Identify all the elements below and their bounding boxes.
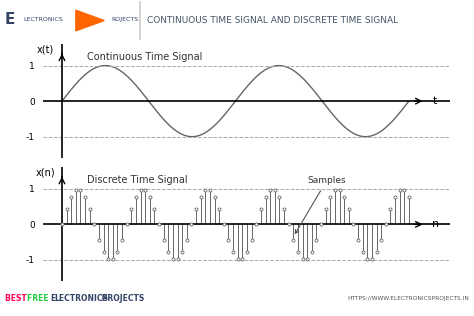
Text: Discrete Time Signal: Discrete Time Signal (87, 175, 187, 185)
Text: CONTINUOUS TIME SIGNAL AND DISCRETE TIME SIGNAL: CONTINUOUS TIME SIGNAL AND DISCRETE TIME… (147, 16, 398, 25)
Text: FREE: FREE (27, 294, 52, 303)
Text: ROJECTS: ROJECTS (111, 17, 138, 22)
Text: x(t): x(t) (37, 45, 54, 55)
Text: E: E (5, 12, 15, 27)
Text: LECTRONICS: LECTRONICS (54, 294, 108, 303)
Text: LECTRONICS: LECTRONICS (24, 17, 64, 22)
Text: E: E (50, 294, 55, 303)
Text: BEST: BEST (5, 294, 29, 303)
Text: x(n): x(n) (36, 168, 55, 178)
Text: Continuous Time Signal: Continuous Time Signal (87, 52, 202, 62)
Text: HTTPS://WWW.ELECTRONICSPROJECTS.IN: HTTPS://WWW.ELECTRONICSPROJECTS.IN (347, 296, 469, 301)
Polygon shape (76, 10, 104, 31)
Text: Samples: Samples (295, 176, 346, 234)
Text: PROJECTS: PROJECTS (100, 294, 145, 303)
Text: n: n (432, 219, 439, 229)
Text: t: t (432, 96, 437, 106)
